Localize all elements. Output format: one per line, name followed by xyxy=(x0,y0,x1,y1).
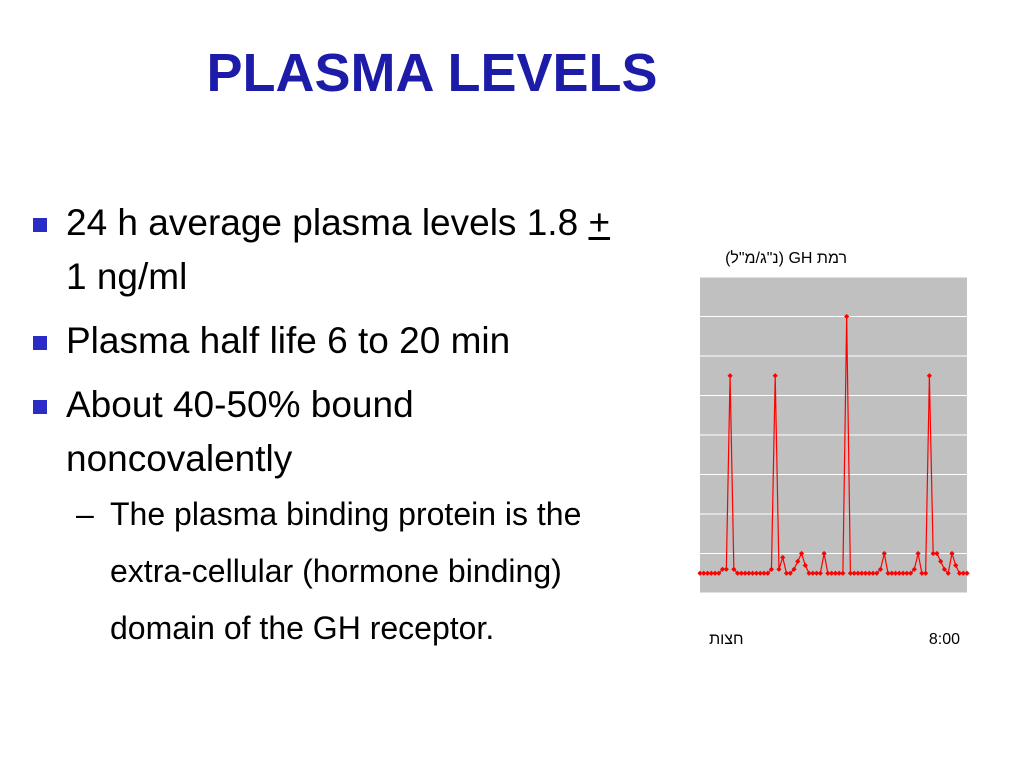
x-tick-label: חצות xyxy=(709,631,743,648)
data-point xyxy=(783,570,790,576)
data-point xyxy=(836,570,842,576)
data-point xyxy=(746,570,752,576)
data-point xyxy=(712,570,718,576)
sub-bullet-text: The plasma binding protein is the extra-… xyxy=(110,496,582,646)
dash: – xyxy=(76,496,94,532)
bullet-text: 24 h average plasma levels 1.8 xyxy=(66,202,589,243)
data-point xyxy=(877,566,884,572)
data-point xyxy=(735,570,741,576)
bullet: Plasma half life 6 to 20 min xyxy=(30,314,630,368)
data-point xyxy=(723,566,729,572)
data-point xyxy=(844,313,850,320)
data-point xyxy=(881,550,887,557)
data-point xyxy=(896,570,902,576)
data-point xyxy=(840,570,846,576)
bullet-text: About 40-50% bound noncovalently xyxy=(66,384,414,479)
data-point xyxy=(934,550,940,557)
plus-minus: + xyxy=(588,202,611,243)
data-point xyxy=(874,570,880,576)
data-point xyxy=(892,570,899,576)
data-point xyxy=(851,570,857,576)
data-point xyxy=(708,570,714,576)
data-point xyxy=(907,570,914,576)
data-point xyxy=(885,570,891,576)
bullet-list: 24 h average plasma levels 1.8 + 1 ng/ml… xyxy=(30,196,630,657)
data-point xyxy=(930,550,936,557)
x-tick-label: 8:00 xyxy=(929,631,960,648)
data-point xyxy=(772,373,778,379)
data-point xyxy=(859,570,865,576)
data-point xyxy=(829,570,835,576)
data-point xyxy=(765,570,771,576)
data-point xyxy=(791,566,797,572)
data-point xyxy=(753,570,760,576)
data-point xyxy=(761,570,767,576)
data-point xyxy=(776,566,782,572)
bullet-text: 1 ng/ml xyxy=(66,256,188,297)
data-point xyxy=(904,570,910,576)
data-point xyxy=(731,566,737,572)
data-point xyxy=(847,570,854,576)
data-point xyxy=(780,554,786,561)
data-point xyxy=(926,373,932,379)
bullet: 24 h average plasma levels 1.8 + 1 ng/ml xyxy=(30,196,630,304)
bullet-text: Plasma half life 6 to 20 min xyxy=(66,320,511,361)
data-point xyxy=(802,562,808,568)
data-point xyxy=(806,570,812,576)
data-point xyxy=(938,558,944,564)
data-point xyxy=(719,566,726,572)
data-point xyxy=(915,550,921,557)
data-point xyxy=(738,570,744,576)
slide-title: PLASMA LEVELS xyxy=(206,43,658,103)
data-point xyxy=(813,570,820,576)
data-point xyxy=(956,570,963,576)
data-point xyxy=(889,570,895,576)
data-point xyxy=(757,570,763,576)
data-point xyxy=(862,570,869,576)
bullet: About 40-50% bound noncovalently xyxy=(30,378,630,486)
data-point xyxy=(900,570,906,576)
data-point xyxy=(949,550,955,557)
data-point xyxy=(919,570,925,576)
data-point xyxy=(727,373,733,379)
data-point xyxy=(832,570,838,576)
data-point xyxy=(798,550,805,557)
y-axis-label: רמת GH (נ"ג/מ"ל) xyxy=(725,249,847,267)
data-point xyxy=(960,570,966,576)
data-point xyxy=(911,566,917,572)
data-point xyxy=(923,570,929,576)
data-point xyxy=(787,570,793,576)
data-point xyxy=(825,570,831,576)
data-point xyxy=(855,570,861,576)
data-point xyxy=(795,558,801,564)
data-point xyxy=(870,570,876,576)
data-point xyxy=(768,566,775,572)
data-point xyxy=(817,570,823,576)
sub-bullet: – The plasma binding protein is the extra… xyxy=(30,486,630,657)
data-point xyxy=(742,570,748,576)
data-point xyxy=(941,566,948,572)
data-point xyxy=(964,570,970,576)
data-point xyxy=(704,570,711,576)
data-point xyxy=(701,570,707,576)
data-point xyxy=(866,570,872,576)
data-point xyxy=(945,570,951,576)
data-point xyxy=(821,550,827,557)
data-point xyxy=(953,562,959,568)
data-point xyxy=(810,570,816,576)
data-point xyxy=(697,570,703,576)
data-point xyxy=(716,570,722,576)
data-point xyxy=(750,570,756,576)
